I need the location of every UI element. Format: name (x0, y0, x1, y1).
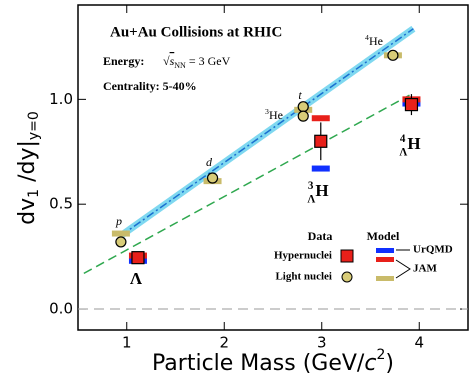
annotation: t (298, 88, 302, 102)
x-tick-label: 1 (122, 334, 132, 352)
data-point (131, 251, 145, 265)
annotation-main: p (115, 214, 122, 228)
energy-value: √sNN = 3 GeV (163, 54, 231, 70)
legend-swatch (376, 248, 394, 253)
annotation: 3 ΛH (307, 180, 328, 206)
x-tick-label: 2 (219, 334, 229, 352)
model-bar (111, 230, 130, 237)
fit-line (83, 94, 410, 275)
legend-label: Light nuclei (275, 271, 332, 283)
x-axis-label: Particle Mass (GeV/c2) (152, 347, 394, 376)
annotation-sup: 4 (365, 33, 369, 42)
data-point (115, 236, 127, 248)
data-point (206, 172, 219, 184)
data-point (314, 134, 328, 148)
annotation: 4He (365, 33, 383, 48)
legend-label: UrQMD (413, 244, 453, 256)
annotation-sup: 4 (400, 133, 406, 145)
data-point (297, 101, 309, 113)
data-point (404, 97, 419, 112)
annotation-sup: 3 (265, 107, 269, 116)
data-point (387, 49, 399, 61)
annotation-sup: 3 (308, 180, 314, 192)
legend-label: JAM (413, 263, 437, 275)
annotation: p (115, 214, 122, 228)
legend-marker (340, 249, 354, 263)
annotation-main: He (269, 108, 283, 122)
chart-title: Au+Au Collisions at RHIC (110, 24, 282, 40)
legend-header: Model (367, 229, 400, 243)
y-tick-label: 1.0 (49, 90, 73, 108)
annotation-main: He (369, 34, 383, 48)
legend-swatch (376, 257, 394, 262)
legend-label: Hypernuclei (274, 250, 332, 262)
legend-marker (341, 271, 353, 283)
annotation: 3He (265, 107, 283, 122)
fit-line (120, 28, 414, 237)
energy-label: Energy: (103, 54, 144, 68)
legend-connector (395, 259, 411, 279)
data-point (297, 110, 309, 122)
annotation-main: H (315, 181, 328, 200)
annotation-main: H (407, 134, 420, 153)
annotation-sub: Λ (399, 146, 407, 158)
y-tick-label: 0.5 (49, 195, 73, 213)
y-tick-label: 0.0 (49, 300, 73, 318)
centrality: Centrality: 5-40% (103, 79, 197, 93)
plot-frame (77, 4, 469, 331)
annotation-main: d (206, 155, 213, 169)
legend-header: Data (308, 229, 333, 243)
annotation-main: Λ (130, 269, 143, 288)
model-bar (311, 115, 330, 122)
annotation: Λ (130, 269, 143, 288)
x-tick-label: 3 (317, 334, 327, 352)
legend-swatch (376, 276, 394, 281)
x-tick-label: 4 (414, 334, 424, 352)
y-axis-label: dv1 /dy|y=0 (15, 111, 42, 225)
annotation-main: t (298, 88, 302, 102)
annotation: 4 ΛH (399, 133, 420, 159)
annotation-sub: Λ (307, 193, 315, 205)
model-bar (311, 165, 330, 172)
annotation: d (206, 155, 213, 169)
